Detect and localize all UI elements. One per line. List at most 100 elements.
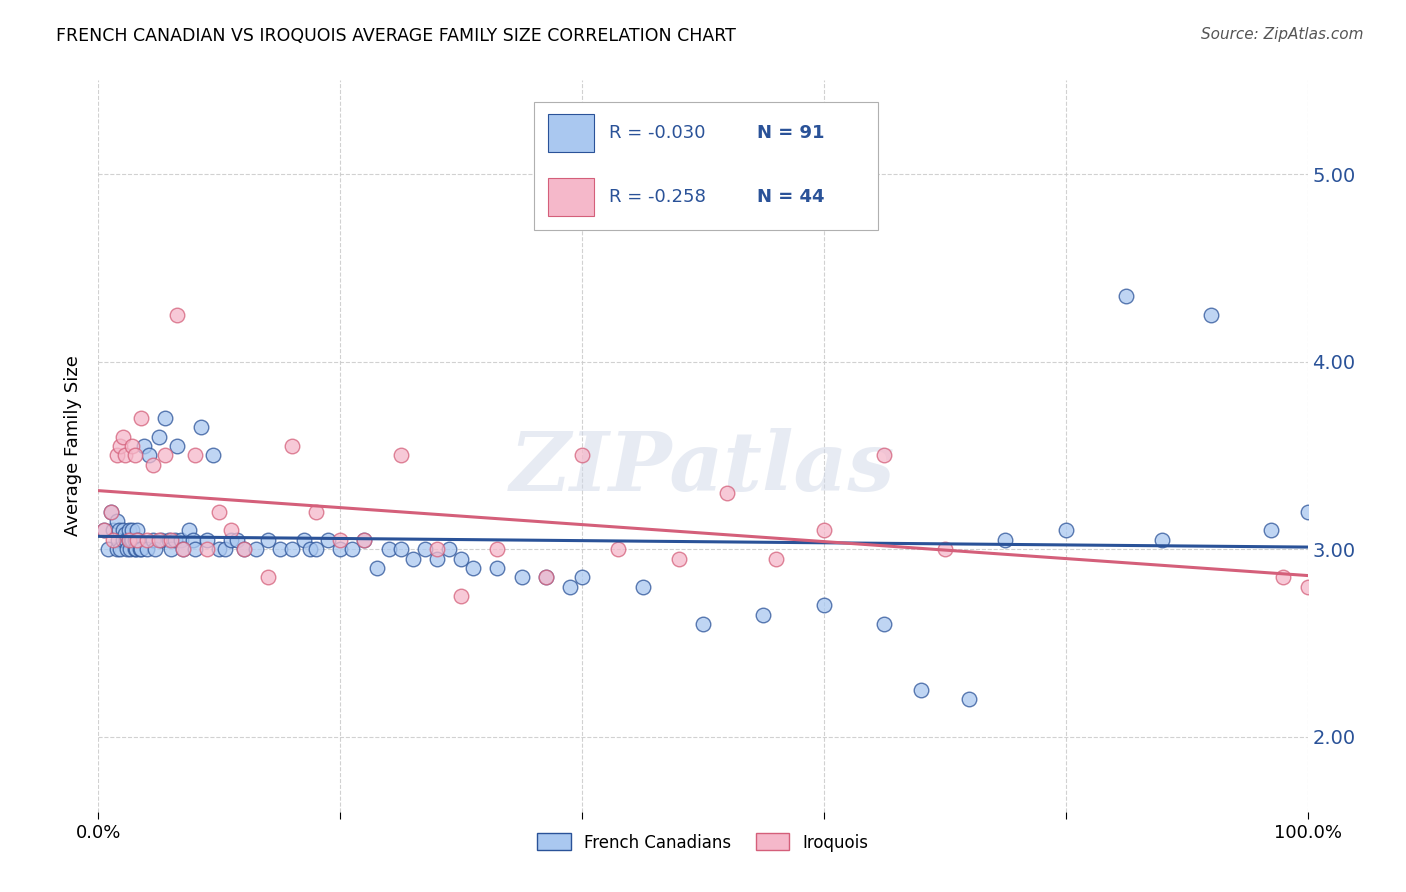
Point [232, 542, 254, 557]
Point [202, 449, 225, 463]
Point [292, 533, 315, 547]
Point [281, 439, 304, 453]
Point [305, 505, 328, 519]
Point [115, 533, 138, 547]
Point [97, 542, 120, 557]
Point [138, 449, 160, 463]
Point [111, 524, 134, 538]
Point [534, 570, 557, 584]
Text: N = 44: N = 44 [758, 188, 825, 206]
Point [256, 570, 278, 584]
Point [142, 533, 165, 547]
Point [534, 570, 557, 584]
Point [127, 524, 149, 538]
Bar [548, 178, 595, 216]
Point [181, 533, 204, 547]
Point [765, 551, 787, 566]
Point [342, 542, 364, 557]
Point [118, 542, 141, 557]
Point [172, 542, 194, 557]
Point [184, 542, 207, 557]
Point [108, 542, 131, 557]
Point [1296, 580, 1319, 594]
Text: R = -0.030: R = -0.030 [609, 124, 706, 142]
Point [305, 542, 328, 557]
Point [121, 439, 143, 453]
Point [129, 542, 152, 557]
Point [1054, 524, 1077, 538]
Text: R = -0.258: R = -0.258 [609, 188, 706, 206]
Point [245, 542, 267, 557]
Point [118, 533, 141, 547]
Point [101, 524, 124, 538]
Point [118, 524, 141, 538]
Point [1152, 533, 1174, 547]
Point [160, 542, 183, 557]
Point [281, 542, 304, 557]
Point [329, 542, 352, 557]
Bar [548, 114, 595, 152]
Point [353, 533, 375, 547]
Point [402, 551, 425, 566]
Point [226, 533, 249, 547]
Point [105, 449, 128, 463]
Text: N = 91: N = 91 [758, 124, 825, 142]
Point [101, 533, 124, 547]
Point [1199, 308, 1222, 322]
Point [163, 533, 186, 547]
Point [232, 542, 254, 557]
Point [148, 429, 170, 443]
Point [208, 505, 231, 519]
Point [166, 439, 188, 453]
Point [631, 580, 654, 594]
Point [121, 533, 143, 547]
Point [692, 617, 714, 632]
Point [450, 551, 472, 566]
Point [117, 542, 139, 557]
Point [366, 561, 388, 575]
Text: Source: ZipAtlas.com: Source: ZipAtlas.com [1201, 27, 1364, 42]
Point [143, 542, 166, 557]
Point [873, 617, 896, 632]
Point [108, 439, 131, 453]
Legend: French Canadians, Iroquois: French Canadians, Iroquois [530, 827, 876, 858]
Point [124, 449, 146, 463]
Point [135, 542, 157, 557]
Point [129, 410, 152, 425]
Point [153, 410, 176, 425]
Point [668, 551, 690, 566]
Point [873, 449, 896, 463]
FancyBboxPatch shape [534, 103, 879, 230]
Point [353, 533, 375, 547]
Point [426, 542, 449, 557]
Point [450, 589, 472, 603]
Point [135, 533, 157, 547]
Point [93, 524, 115, 538]
Point [1272, 570, 1295, 584]
Point [153, 449, 176, 463]
Point [994, 533, 1017, 547]
Point [389, 449, 412, 463]
Point [957, 692, 980, 706]
Point [413, 542, 436, 557]
Point [124, 542, 146, 557]
Point [127, 533, 149, 547]
Point [195, 533, 218, 547]
Point [127, 533, 149, 547]
Point [93, 524, 115, 538]
Text: FRENCH CANADIAN VS IROQUOIS AVERAGE FAMILY SIZE CORRELATION CHART: FRENCH CANADIAN VS IROQUOIS AVERAGE FAMI… [56, 27, 737, 45]
Point [114, 449, 136, 463]
Point [195, 542, 218, 557]
Point [716, 486, 738, 500]
Point [607, 542, 630, 557]
Point [172, 542, 194, 557]
Point [148, 533, 170, 547]
Point [121, 524, 143, 538]
Y-axis label: Average Family Size: Average Family Size [65, 356, 83, 536]
Point [142, 458, 165, 472]
Point [299, 542, 322, 557]
Point [377, 542, 399, 557]
Point [157, 533, 180, 547]
Point [752, 607, 775, 622]
Point [111, 429, 134, 443]
